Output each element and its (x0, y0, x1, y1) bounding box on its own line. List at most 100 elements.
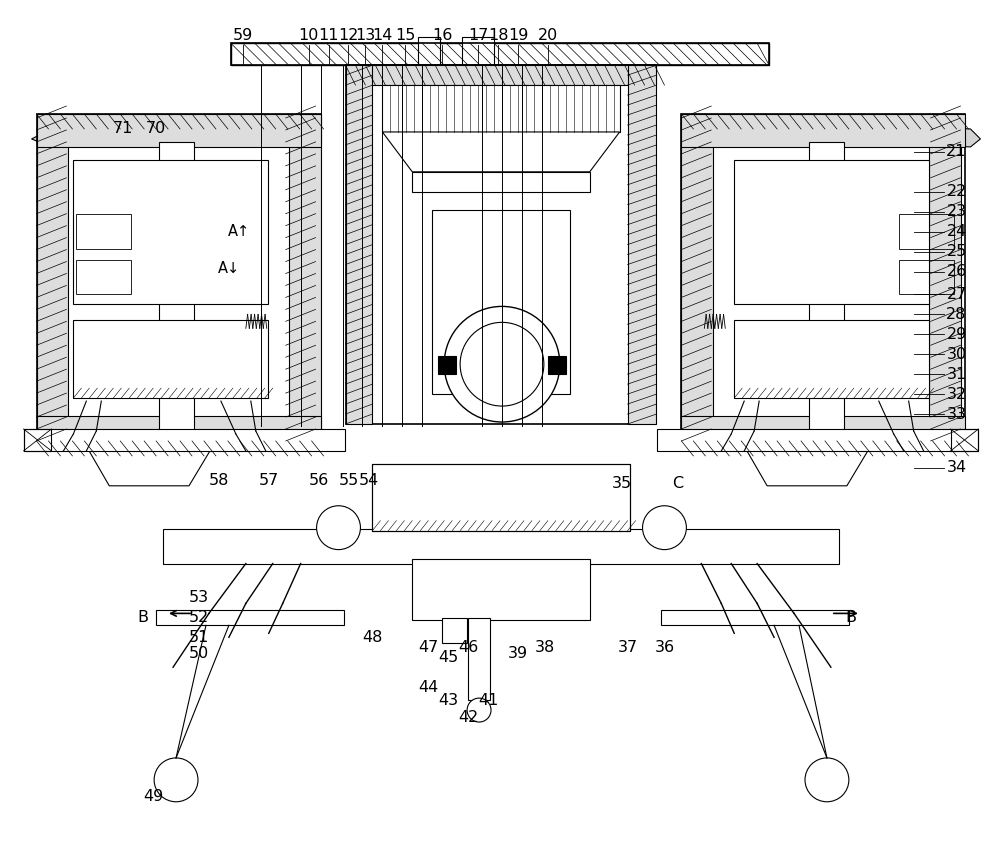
Text: 54: 54 (358, 473, 379, 488)
Text: 29: 29 (946, 327, 967, 342)
Bar (231, 44, 769, 65)
Bar (899, 259, 954, 294)
Bar (73, 160, 268, 305)
Text: 39: 39 (508, 645, 528, 661)
Text: 15: 15 (395, 27, 415, 43)
Text: C: C (672, 476, 683, 491)
Bar (548, 356, 566, 374)
Bar (37, 416, 321, 441)
Text: 33: 33 (947, 407, 967, 421)
Bar (73, 320, 268, 398)
Text: 71: 71 (113, 122, 133, 136)
Bar (159, 142, 194, 441)
Text: 43: 43 (438, 693, 458, 708)
Text: 36: 36 (654, 639, 675, 655)
Text: 27: 27 (946, 287, 967, 302)
Text: 44: 44 (418, 680, 438, 695)
Circle shape (805, 758, 849, 802)
Text: 38: 38 (535, 639, 555, 655)
Circle shape (154, 758, 198, 802)
Bar (809, 142, 844, 441)
Bar (76, 259, 131, 294)
Bar (24, 429, 345, 451)
Polygon shape (83, 441, 216, 486)
Text: 23: 23 (946, 205, 967, 219)
Bar (346, 65, 656, 424)
Bar (657, 429, 978, 451)
Text: 16: 16 (432, 27, 452, 43)
Bar (681, 416, 965, 441)
Text: 42: 42 (458, 710, 478, 724)
Polygon shape (841, 122, 980, 147)
Text: 25: 25 (946, 244, 967, 259)
Text: B: B (138, 609, 149, 625)
Circle shape (467, 698, 491, 722)
Text: 55: 55 (338, 473, 359, 488)
Bar (681, 114, 965, 147)
Polygon shape (741, 441, 874, 486)
Bar (372, 464, 630, 531)
Text: 19: 19 (508, 27, 528, 43)
Bar (412, 559, 590, 621)
Circle shape (444, 306, 560, 422)
Bar (462, 38, 494, 69)
Text: 28: 28 (946, 306, 967, 322)
Text: 57: 57 (259, 473, 279, 488)
Bar (899, 214, 954, 248)
Text: 18: 18 (488, 27, 508, 43)
Text: 21: 21 (946, 145, 967, 159)
Bar (929, 114, 961, 441)
Text: 13: 13 (355, 27, 376, 43)
Bar (681, 114, 713, 441)
Bar (289, 114, 321, 441)
Polygon shape (382, 132, 620, 172)
Bar (346, 65, 656, 85)
Bar (382, 85, 620, 132)
Text: 59: 59 (233, 27, 253, 43)
Text: 12: 12 (338, 27, 359, 43)
Text: 56: 56 (308, 473, 329, 488)
Bar (438, 356, 456, 374)
Text: 20: 20 (538, 27, 558, 43)
Text: 14: 14 (372, 27, 393, 43)
Bar (442, 618, 467, 644)
Text: 11: 11 (318, 27, 339, 43)
Bar (37, 114, 321, 147)
Text: 34: 34 (946, 461, 967, 475)
Text: 48: 48 (362, 630, 383, 645)
Bar (372, 464, 630, 531)
Bar (734, 320, 929, 398)
Circle shape (643, 506, 686, 550)
Bar (661, 610, 849, 626)
Polygon shape (684, 122, 834, 147)
Bar (76, 214, 131, 248)
Text: 47: 47 (418, 639, 438, 655)
Text: A↓: A↓ (218, 261, 240, 276)
Text: 26: 26 (946, 264, 967, 279)
Bar (628, 65, 656, 424)
Text: 45: 45 (438, 650, 458, 665)
Text: 35: 35 (612, 476, 632, 491)
Polygon shape (32, 122, 166, 147)
Bar (37, 114, 321, 441)
Text: 22: 22 (946, 184, 967, 199)
Bar (412, 172, 590, 192)
Polygon shape (173, 122, 316, 147)
Text: 50: 50 (189, 645, 209, 661)
Circle shape (317, 506, 360, 550)
Text: 30: 30 (946, 347, 967, 362)
Bar (37, 114, 68, 441)
Text: 53: 53 (189, 590, 209, 605)
Bar (346, 65, 372, 424)
Text: 46: 46 (458, 639, 478, 655)
Text: 31: 31 (946, 366, 967, 382)
Bar (681, 114, 965, 441)
Text: 49: 49 (143, 789, 163, 805)
Text: B: B (845, 609, 856, 625)
Bar (231, 44, 769, 65)
Text: 41: 41 (478, 693, 498, 708)
Text: 52: 52 (189, 609, 209, 625)
Bar (163, 529, 839, 563)
Text: 70: 70 (146, 122, 166, 136)
Text: 24: 24 (946, 224, 967, 239)
